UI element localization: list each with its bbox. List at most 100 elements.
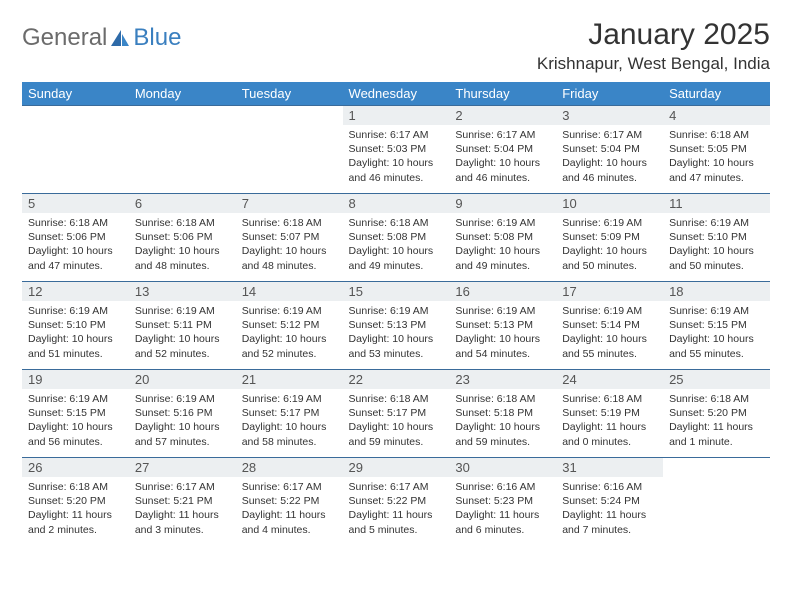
- day-details: Sunrise: 6:19 AMSunset: 5:08 PMDaylight:…: [449, 213, 556, 277]
- calendar-day-cell: 16Sunrise: 6:19 AMSunset: 5:13 PMDayligh…: [449, 282, 556, 370]
- weekday-header: Sunday: [22, 82, 129, 106]
- day-number: 5: [22, 194, 129, 213]
- calendar-empty-cell: [663, 458, 770, 546]
- weekday-header-row: SundayMondayTuesdayWednesdayThursdayFrid…: [22, 82, 770, 106]
- day-number: 19: [22, 370, 129, 389]
- calendar-day-cell: 21Sunrise: 6:19 AMSunset: 5:17 PMDayligh…: [236, 370, 343, 458]
- calendar-day-cell: 28Sunrise: 6:17 AMSunset: 5:22 PMDayligh…: [236, 458, 343, 546]
- day-number: 10: [556, 194, 663, 213]
- day-details: Sunrise: 6:19 AMSunset: 5:13 PMDaylight:…: [343, 301, 450, 365]
- calendar-day-cell: 3Sunrise: 6:17 AMSunset: 5:04 PMDaylight…: [556, 106, 663, 194]
- calendar-empty-cell: [22, 106, 129, 194]
- day-details: Sunrise: 6:18 AMSunset: 5:05 PMDaylight:…: [663, 125, 770, 189]
- calendar-day-cell: 9Sunrise: 6:19 AMSunset: 5:08 PMDaylight…: [449, 194, 556, 282]
- day-number: 7: [236, 194, 343, 213]
- day-number: 20: [129, 370, 236, 389]
- day-number: 25: [663, 370, 770, 389]
- logo: General Blue: [22, 24, 181, 52]
- day-number: 30: [449, 458, 556, 477]
- calendar-day-cell: 7Sunrise: 6:18 AMSunset: 5:07 PMDaylight…: [236, 194, 343, 282]
- weekday-header: Thursday: [449, 82, 556, 106]
- calendar-day-cell: 25Sunrise: 6:18 AMSunset: 5:20 PMDayligh…: [663, 370, 770, 458]
- calendar-day-cell: 11Sunrise: 6:19 AMSunset: 5:10 PMDayligh…: [663, 194, 770, 282]
- header: General Blue January 2025 Krishnapur, We…: [22, 18, 770, 74]
- weekday-header: Wednesday: [343, 82, 450, 106]
- weekday-header: Saturday: [663, 82, 770, 106]
- day-number: 8: [343, 194, 450, 213]
- day-number: 31: [556, 458, 663, 477]
- day-details: Sunrise: 6:18 AMSunset: 5:06 PMDaylight:…: [129, 213, 236, 277]
- day-details: Sunrise: 6:19 AMSunset: 5:09 PMDaylight:…: [556, 213, 663, 277]
- logo-text-blue: Blue: [133, 24, 181, 52]
- day-number: 18: [663, 282, 770, 301]
- calendar-day-cell: 15Sunrise: 6:19 AMSunset: 5:13 PMDayligh…: [343, 282, 450, 370]
- calendar-day-cell: 14Sunrise: 6:19 AMSunset: 5:12 PMDayligh…: [236, 282, 343, 370]
- day-details: Sunrise: 6:19 AMSunset: 5:13 PMDaylight:…: [449, 301, 556, 365]
- day-details: Sunrise: 6:19 AMSunset: 5:10 PMDaylight:…: [663, 213, 770, 277]
- day-details: Sunrise: 6:19 AMSunset: 5:12 PMDaylight:…: [236, 301, 343, 365]
- weekday-header: Tuesday: [236, 82, 343, 106]
- calendar-week-row: 5Sunrise: 6:18 AMSunset: 5:06 PMDaylight…: [22, 194, 770, 282]
- day-number: 4: [663, 106, 770, 125]
- day-details: Sunrise: 6:18 AMSunset: 5:08 PMDaylight:…: [343, 213, 450, 277]
- calendar-day-cell: 13Sunrise: 6:19 AMSunset: 5:11 PMDayligh…: [129, 282, 236, 370]
- calendar-day-cell: 22Sunrise: 6:18 AMSunset: 5:17 PMDayligh…: [343, 370, 450, 458]
- day-details: Sunrise: 6:17 AMSunset: 5:04 PMDaylight:…: [556, 125, 663, 189]
- weekday-header: Friday: [556, 82, 663, 106]
- day-number: 21: [236, 370, 343, 389]
- day-details: Sunrise: 6:19 AMSunset: 5:17 PMDaylight:…: [236, 389, 343, 453]
- calendar-day-cell: 6Sunrise: 6:18 AMSunset: 5:06 PMDaylight…: [129, 194, 236, 282]
- day-details: Sunrise: 6:19 AMSunset: 5:14 PMDaylight:…: [556, 301, 663, 365]
- day-number: 16: [449, 282, 556, 301]
- calendar-day-cell: 31Sunrise: 6:16 AMSunset: 5:24 PMDayligh…: [556, 458, 663, 546]
- calendar-day-cell: 12Sunrise: 6:19 AMSunset: 5:10 PMDayligh…: [22, 282, 129, 370]
- calendar-day-cell: 29Sunrise: 6:17 AMSunset: 5:22 PMDayligh…: [343, 458, 450, 546]
- day-details: Sunrise: 6:16 AMSunset: 5:24 PMDaylight:…: [556, 477, 663, 541]
- day-number: 26: [22, 458, 129, 477]
- day-details: Sunrise: 6:18 AMSunset: 5:07 PMDaylight:…: [236, 213, 343, 277]
- calendar-day-cell: 24Sunrise: 6:18 AMSunset: 5:19 PMDayligh…: [556, 370, 663, 458]
- day-number: 27: [129, 458, 236, 477]
- day-number: 1: [343, 106, 450, 125]
- calendar-day-cell: 4Sunrise: 6:18 AMSunset: 5:05 PMDaylight…: [663, 106, 770, 194]
- day-details: Sunrise: 6:17 AMSunset: 5:21 PMDaylight:…: [129, 477, 236, 541]
- day-number: 9: [449, 194, 556, 213]
- day-number: 24: [556, 370, 663, 389]
- calendar-day-cell: 26Sunrise: 6:18 AMSunset: 5:20 PMDayligh…: [22, 458, 129, 546]
- day-number: 29: [343, 458, 450, 477]
- calendar-week-row: 19Sunrise: 6:19 AMSunset: 5:15 PMDayligh…: [22, 370, 770, 458]
- calendar-day-cell: 10Sunrise: 6:19 AMSunset: 5:09 PMDayligh…: [556, 194, 663, 282]
- day-details: Sunrise: 6:19 AMSunset: 5:10 PMDaylight:…: [22, 301, 129, 365]
- day-number: 14: [236, 282, 343, 301]
- day-details: Sunrise: 6:18 AMSunset: 5:20 PMDaylight:…: [663, 389, 770, 453]
- day-number: 13: [129, 282, 236, 301]
- calendar-day-cell: 2Sunrise: 6:17 AMSunset: 5:04 PMDaylight…: [449, 106, 556, 194]
- logo-text-general: General: [22, 24, 107, 52]
- calendar-day-cell: 20Sunrise: 6:19 AMSunset: 5:16 PMDayligh…: [129, 370, 236, 458]
- day-details: Sunrise: 6:17 AMSunset: 5:22 PMDaylight:…: [343, 477, 450, 541]
- calendar-week-row: 12Sunrise: 6:19 AMSunset: 5:10 PMDayligh…: [22, 282, 770, 370]
- day-number: 15: [343, 282, 450, 301]
- day-details: Sunrise: 6:17 AMSunset: 5:03 PMDaylight:…: [343, 125, 450, 189]
- location: Krishnapur, West Bengal, India: [537, 54, 770, 74]
- day-details: Sunrise: 6:18 AMSunset: 5:06 PMDaylight:…: [22, 213, 129, 277]
- calendar-day-cell: 17Sunrise: 6:19 AMSunset: 5:14 PMDayligh…: [556, 282, 663, 370]
- day-number: 22: [343, 370, 450, 389]
- calendar-day-cell: 8Sunrise: 6:18 AMSunset: 5:08 PMDaylight…: [343, 194, 450, 282]
- day-details: Sunrise: 6:18 AMSunset: 5:19 PMDaylight:…: [556, 389, 663, 453]
- calendar-empty-cell: [236, 106, 343, 194]
- calendar-table: SundayMondayTuesdayWednesdayThursdayFrid…: [22, 82, 770, 546]
- day-details: Sunrise: 6:18 AMSunset: 5:17 PMDaylight:…: [343, 389, 450, 453]
- logo-sail-icon: [109, 28, 131, 48]
- day-details: Sunrise: 6:16 AMSunset: 5:23 PMDaylight:…: [449, 477, 556, 541]
- day-details: Sunrise: 6:19 AMSunset: 5:15 PMDaylight:…: [663, 301, 770, 365]
- day-number: 23: [449, 370, 556, 389]
- calendar-week-row: 1Sunrise: 6:17 AMSunset: 5:03 PMDaylight…: [22, 106, 770, 194]
- calendar-day-cell: 27Sunrise: 6:17 AMSunset: 5:21 PMDayligh…: [129, 458, 236, 546]
- day-number: 11: [663, 194, 770, 213]
- day-number: 2: [449, 106, 556, 125]
- day-details: Sunrise: 6:17 AMSunset: 5:22 PMDaylight:…: [236, 477, 343, 541]
- calendar-day-cell: 30Sunrise: 6:16 AMSunset: 5:23 PMDayligh…: [449, 458, 556, 546]
- calendar-day-cell: 1Sunrise: 6:17 AMSunset: 5:03 PMDaylight…: [343, 106, 450, 194]
- title-block: January 2025 Krishnapur, West Bengal, In…: [537, 18, 770, 74]
